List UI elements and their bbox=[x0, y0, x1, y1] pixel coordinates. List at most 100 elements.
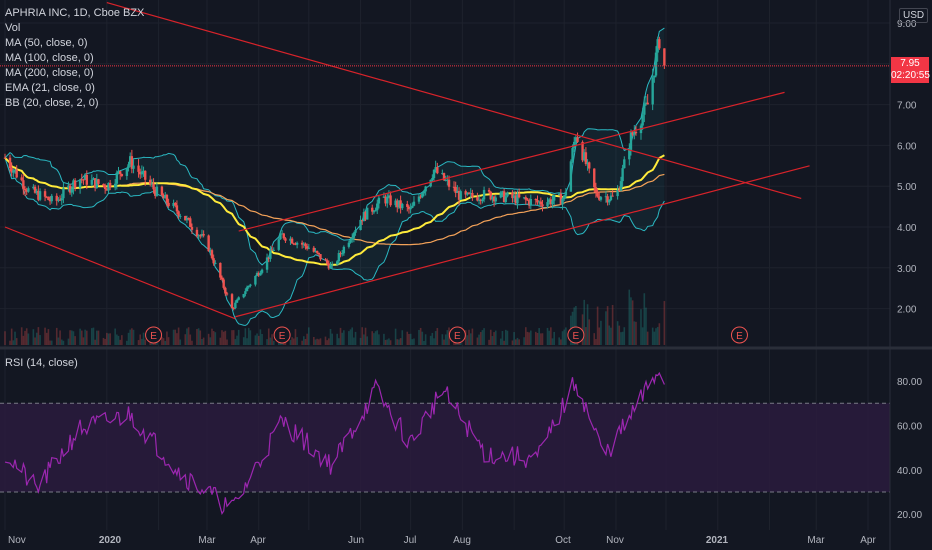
candle-body bbox=[103, 185, 107, 190]
volume-bar bbox=[184, 334, 187, 345]
indicator-ema21[interactable]: EMA (21, close, 0) bbox=[5, 82, 95, 94]
volume-bar bbox=[489, 329, 492, 345]
indicator-legend: APHRIA INC, 1D, Cboe BZX Vol MA (50, clo… bbox=[5, 6, 144, 111]
rsi-title[interactable]: RSI (14, close) bbox=[5, 357, 78, 369]
volume-bar bbox=[606, 306, 609, 345]
indicator-ma200[interactable]: MA (200, close, 0) bbox=[5, 67, 94, 79]
volume-bar bbox=[540, 333, 542, 345]
volume-bar bbox=[526, 331, 529, 345]
volume-bar bbox=[57, 337, 60, 345]
candle-body bbox=[374, 210, 377, 212]
volume-bar bbox=[444, 334, 447, 345]
candle-body bbox=[527, 199, 531, 206]
candle-body bbox=[175, 205, 179, 212]
time-axis[interactable]: Nov 2020 Mar Apr Jun Jul Aug Oct Nov 2021 Mar Apr bbox=[8, 535, 876, 546]
volume-bar bbox=[421, 331, 424, 345]
indicator-ma50[interactable]: MA (50, close, 0) bbox=[5, 37, 88, 49]
volume-bar bbox=[314, 339, 317, 345]
volume-bar bbox=[308, 327, 310, 345]
volume-bar bbox=[446, 330, 449, 345]
volume-bar bbox=[289, 340, 292, 345]
candle-body bbox=[90, 179, 94, 185]
volume-bar bbox=[600, 320, 602, 345]
volume-bar bbox=[104, 338, 106, 345]
candle-body bbox=[132, 165, 135, 169]
volume-bar bbox=[389, 340, 392, 345]
candle-body bbox=[588, 162, 591, 169]
volume-bar bbox=[338, 338, 340, 345]
volume-bar bbox=[249, 330, 252, 345]
volume-bar bbox=[12, 340, 15, 345]
volume-bar bbox=[91, 328, 93, 345]
candle-body bbox=[237, 297, 240, 300]
volume-bar bbox=[608, 325, 611, 345]
candlesticks[interactable] bbox=[3, 36, 666, 311]
candle-body bbox=[584, 152, 588, 165]
volume-bar bbox=[121, 335, 123, 345]
candle-body bbox=[73, 180, 77, 188]
volume-bar bbox=[373, 333, 375, 345]
volume-bar bbox=[55, 327, 58, 345]
volume-bar bbox=[144, 339, 147, 345]
candle-body bbox=[177, 211, 180, 217]
candle-body bbox=[552, 195, 556, 201]
volume-bar bbox=[44, 327, 46, 345]
volume-bar bbox=[436, 328, 439, 345]
rsi-axis[interactable]: 80.00 60.00 40.00 20.00 bbox=[897, 377, 922, 521]
candle-body bbox=[376, 203, 379, 211]
candle-body bbox=[142, 170, 145, 172]
candle-body bbox=[337, 253, 341, 262]
volume-bar bbox=[394, 328, 397, 345]
earnings-marker-label: E bbox=[573, 331, 580, 342]
candle-body bbox=[220, 277, 224, 280]
candle-body bbox=[598, 196, 601, 200]
candle-body bbox=[502, 191, 506, 203]
volume-bar bbox=[653, 331, 656, 345]
candle-body bbox=[55, 195, 58, 201]
earnings-marker-label: E bbox=[736, 331, 743, 342]
indicator-ma100[interactable]: MA (100, close, 0) bbox=[5, 52, 94, 64]
candle-body bbox=[399, 200, 402, 209]
candle-body bbox=[397, 200, 401, 208]
candle-body bbox=[269, 249, 272, 259]
volume-bar bbox=[483, 328, 485, 345]
candle-body bbox=[511, 192, 514, 199]
candle-body bbox=[37, 190, 40, 200]
candle-body bbox=[152, 183, 155, 190]
volume-bar bbox=[351, 327, 354, 345]
volume-bar bbox=[343, 330, 345, 345]
candle-body bbox=[185, 218, 189, 221]
volume-bar bbox=[69, 330, 71, 345]
volume-bar bbox=[319, 338, 322, 345]
candle-body bbox=[172, 203, 175, 207]
indicator-bb[interactable]: BB (20, close, 2, 0) bbox=[5, 97, 99, 109]
volume-bar bbox=[538, 328, 540, 345]
candle-body bbox=[254, 275, 257, 285]
candle-body bbox=[382, 196, 386, 198]
volume-bar bbox=[646, 331, 649, 345]
symbol-title[interactable]: APHRIA INC, 1D, Cboe BZX bbox=[5, 7, 145, 19]
candle-body bbox=[108, 182, 112, 188]
currency-badge[interactable]: USD bbox=[899, 8, 929, 23]
indicator-vol[interactable]: Vol bbox=[5, 22, 21, 34]
volume-bar bbox=[167, 337, 170, 345]
candle-body bbox=[247, 285, 250, 288]
volume-bar bbox=[384, 339, 387, 345]
candle-body bbox=[329, 264, 332, 269]
candle-body bbox=[651, 77, 654, 105]
price-tick: 2.00 bbox=[897, 305, 917, 316]
candle-body bbox=[12, 170, 15, 173]
candle-body bbox=[187, 218, 190, 220]
candle-body bbox=[189, 218, 192, 228]
volume-bar bbox=[50, 340, 53, 345]
volume-bar bbox=[267, 328, 270, 345]
volume-bar bbox=[605, 311, 607, 345]
candle-body bbox=[179, 215, 182, 217]
volume-bar bbox=[353, 337, 355, 345]
volume-bar bbox=[301, 340, 303, 345]
candle-body bbox=[596, 192, 599, 197]
volume-bar bbox=[479, 332, 482, 345]
volume-bar bbox=[247, 327, 250, 345]
